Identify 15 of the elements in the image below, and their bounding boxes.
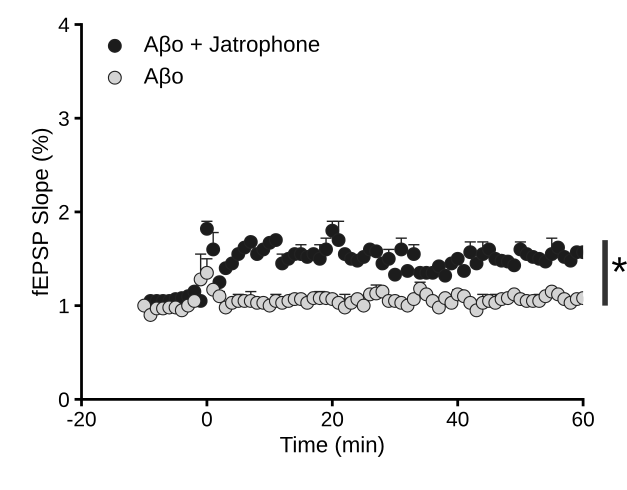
x-tick-label: 0 bbox=[202, 412, 212, 426]
y-axis-title: fEPSP Slope (%) bbox=[32, 128, 53, 296]
y-tick-label: 2 bbox=[59, 204, 69, 220]
y-tick-label: 3 bbox=[58, 111, 69, 126]
x-axis-title: Time (min) bbox=[280, 436, 384, 457]
legend-label: Aβo + Jatrophone bbox=[144, 36, 320, 56]
y-tick-label: 1 bbox=[60, 298, 69, 314]
x-tick-label: 60 bbox=[572, 412, 594, 426]
x-tick-label: -20 bbox=[67, 412, 96, 426]
text: * bbox=[612, 257, 627, 272]
x-tick-label: 20 bbox=[322, 412, 344, 426]
x-tick-label: 40 bbox=[446, 412, 468, 426]
y-tick-label: 0 bbox=[58, 392, 69, 408]
y-tick-label: 4 bbox=[58, 18, 70, 32]
legend-label: Aβo bbox=[144, 67, 183, 88]
